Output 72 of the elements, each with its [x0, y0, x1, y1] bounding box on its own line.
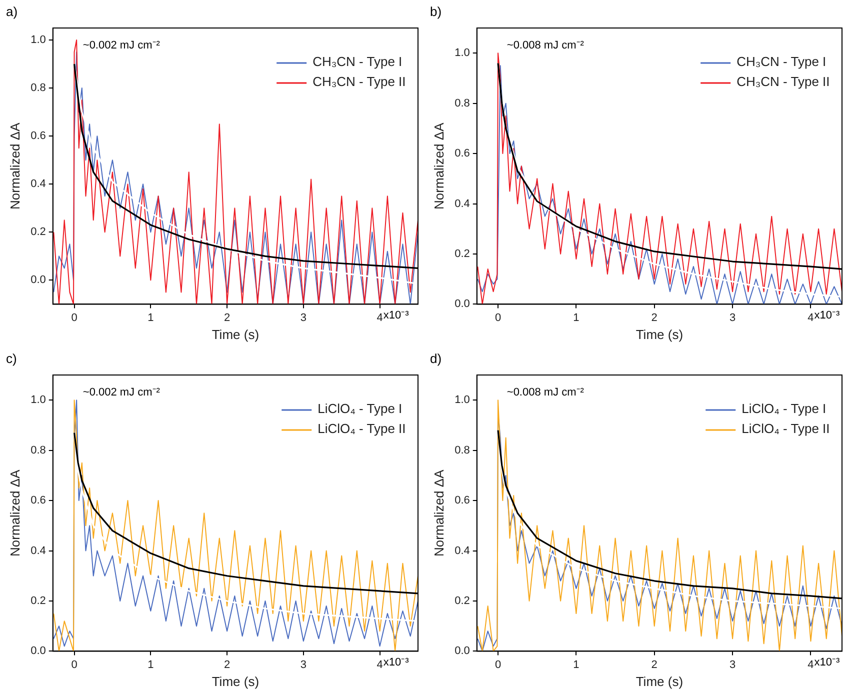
x-tick-label: 2	[651, 312, 658, 324]
x-tick-label: 2	[224, 312, 230, 324]
y-tick-label: 0.8	[454, 444, 470, 456]
x-tick-label: 1	[148, 312, 154, 324]
legend-label: CH₃CN - Type II	[312, 74, 406, 90]
x-axis-title: Time (s)	[212, 674, 260, 689]
y-axis-title: Normalized ΔA	[431, 122, 446, 210]
x-tick-label: 3	[300, 312, 306, 324]
x-axis-title: Time (s)	[212, 326, 260, 342]
chart-title: c)	[6, 351, 17, 366]
y-tick-label: 0.8	[454, 97, 470, 110]
annotation: ~0.008 mJ cm⁻²	[506, 40, 584, 52]
y-axis-title: Normalized ΔA	[7, 122, 22, 210]
legend-label: LiClO₄ - Type II	[318, 421, 406, 436]
x-tick-label: 1	[148, 658, 154, 671]
chart-title: a)	[6, 4, 18, 20]
x-tick-label: 2	[224, 658, 230, 671]
annotation: ~0.008 mJ cm⁻²	[506, 386, 584, 399]
y-tick-label: 0.4	[30, 544, 46, 557]
y-tick-label: 0.0	[30, 645, 46, 658]
chart-title: b)	[430, 4, 442, 20]
y-tick-label: 0.4	[30, 178, 46, 190]
y-tick-label: 1.0	[454, 394, 470, 406]
y-tick-label: 1.0	[30, 394, 46, 406]
text: x10⁻³	[383, 310, 410, 322]
legend-label: LiClO₄ - Type I	[318, 401, 402, 416]
annotation: ~0.002 mJ cm⁻²	[82, 386, 160, 399]
y-tick-label: 0.8	[30, 444, 46, 456]
legend-label: LiClO₄ - Type II	[742, 421, 830, 436]
x-tick-label: 1	[573, 658, 580, 671]
y-tick-label: 0.6	[30, 494, 46, 507]
y-tick-label: 0.2	[30, 226, 46, 238]
legend-label: LiClO₄ - Type I	[742, 401, 826, 416]
x-tick-label: 0	[71, 658, 78, 671]
x-tick-label: 3	[300, 658, 306, 671]
chart-title: d)	[430, 351, 442, 366]
y-tick-label: 0.0	[454, 645, 470, 658]
y-tick-label: 0.4	[454, 544, 470, 557]
x-tick-label: 4	[376, 312, 383, 324]
text: x10⁻³	[814, 310, 840, 322]
x-axis-title: Time (s)	[636, 674, 684, 689]
y-tick-label: 0.6	[454, 148, 470, 160]
text: x10⁻³	[814, 656, 840, 669]
legend-label: CH₃CN - Type I	[312, 54, 402, 70]
y-tick-label: 0.4	[454, 198, 470, 210]
x-tick-label: 3	[729, 658, 736, 671]
x-tick-label: 0	[71, 312, 78, 324]
y-tick-label: 0.2	[30, 595, 46, 608]
y-tick-label: 0.0	[30, 274, 46, 286]
annotation: ~0.002 mJ cm⁻²	[82, 40, 160, 52]
text: x10⁻³	[383, 656, 410, 669]
y-axis-title: Normalized ΔA	[7, 469, 22, 556]
y-tick-label: 1.0	[454, 47, 470, 60]
x-tick-label: 0	[494, 658, 502, 671]
x-tick-label: 3	[729, 312, 736, 324]
x-tick-label: 2	[651, 658, 658, 671]
x-tick-label: 4	[808, 658, 814, 671]
x-tick-label: 4	[808, 312, 814, 324]
legend-label: CH₃CN - Type I	[736, 54, 826, 70]
y-axis-title: Normalized ΔA	[431, 469, 446, 556]
legend-label: CH₃CN - Type II	[736, 74, 830, 90]
x-tick-label: 0	[494, 312, 502, 324]
y-tick-label: 0.8	[30, 82, 46, 94]
y-tick-label: 0.6	[454, 494, 470, 507]
x-tick-label: 1	[573, 312, 580, 324]
y-tick-label: 1.0	[30, 34, 46, 46]
y-tick-label: 0.2	[454, 595, 470, 608]
x-tick-label: 4	[376, 658, 383, 671]
y-tick-label: 0.6	[30, 130, 46, 142]
x-axis-title: Time (s)	[636, 326, 684, 342]
y-tick-label: 0.0	[454, 298, 470, 310]
y-tick-label: 0.2	[454, 248, 470, 260]
